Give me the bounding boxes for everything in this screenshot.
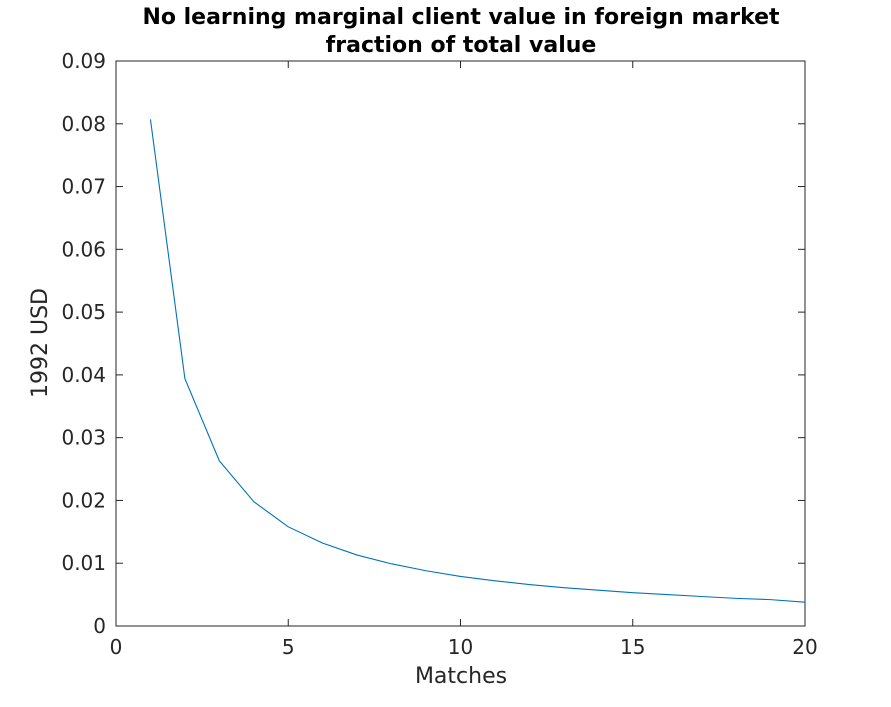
axes-box [115, 60, 806, 627]
x-tick-label: 15 [620, 635, 645, 659]
x-axis-label: Matches [415, 664, 507, 689]
y-tick-label: 0.02 [61, 488, 106, 512]
chart-title-line-2: fraction of total value [326, 33, 597, 58]
series-line [149, 119, 806, 603]
y-tick-label: 0.07 [61, 175, 106, 199]
x-tick-label: 5 [282, 635, 295, 659]
plot-area: 0 5 10 15 20 0 0.01 0.02 0.03 0.04 0.05 0.06 0.07 0.0… [61, 49, 817, 659]
x-tick-label: 10 [448, 635, 473, 659]
y-tick-label: 0.08 [61, 112, 106, 136]
x-tick-label: 0 [110, 635, 123, 659]
y-tick-label: 0 [93, 614, 106, 638]
y-tick-label: 0.09 [61, 49, 106, 73]
y-tick-label: 0.05 [61, 300, 106, 324]
y-axis-label: 1992 USD [28, 288, 53, 398]
y-tick-label: 0.04 [61, 363, 106, 387]
y-tick-label: 0.01 [61, 551, 106, 575]
chart-title-line-1: No learning marginal client value in for… [142, 5, 780, 30]
x-tick-label: 20 [792, 635, 817, 659]
y-tick-label: 0.06 [61, 237, 106, 261]
y-tick-label: 0.03 [61, 426, 106, 450]
